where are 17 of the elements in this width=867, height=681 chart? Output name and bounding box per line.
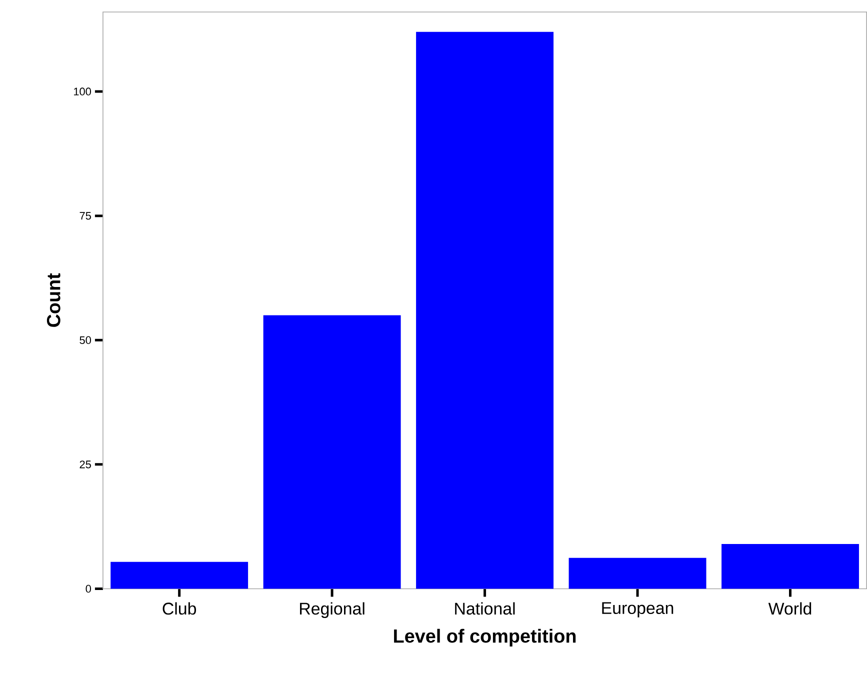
bar [416,32,554,589]
bar [722,544,859,589]
x-tick-label: Club [162,602,196,615]
y-tick-label: 0 [86,585,92,593]
x-tick-label: National [455,602,515,615]
y-tick-label: 25 [80,460,91,468]
bar [263,315,401,589]
y-tick-label: 100 [74,88,91,96]
x-axis-title: Level of competition [394,629,576,647]
y-axis-title: Count [46,273,60,328]
bar [568,558,706,589]
x-tick-label: Regional [300,602,364,618]
y-tick-label: 50 [80,336,91,344]
x-tick-label: European [602,602,674,618]
y-tick-label: 75 [80,212,91,220]
bar [110,562,248,589]
x-tick-label: World [768,602,812,615]
